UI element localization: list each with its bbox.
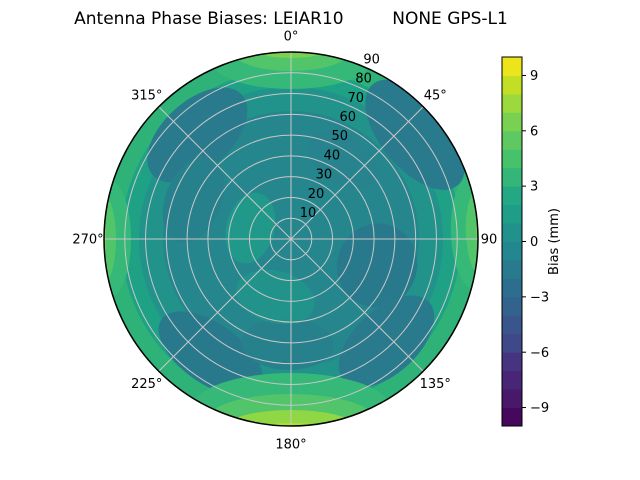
colorbar-band: [502, 241, 522, 261]
colorbar-band: [502, 130, 522, 150]
polar-grid: [104, 52, 478, 426]
chart-title: Antenna Phase Biases: LEIAR10 NONE GPS-L…: [74, 9, 508, 29]
colorbar-band: [502, 296, 522, 316]
radial-tick-label: 20: [308, 187, 325, 202]
colorbar-band: [502, 149, 522, 169]
angular-tick-labels: 0° 45° 90 135° 180° 225° 270° 315°: [72, 30, 497, 453]
colorbar-tick-label: 3: [530, 180, 538, 195]
colorbar-band: [502, 370, 522, 390]
radial-tick-label: 60: [339, 110, 356, 125]
angular-tick-label: 225°: [131, 377, 162, 392]
angular-tick-label: 135°: [420, 377, 451, 392]
colorbar-axis-label: Bias (mm): [547, 208, 562, 275]
colorbar-band: [502, 167, 522, 187]
radial-tick-labels: 10 20 30 40 50 60 70 80 90: [300, 52, 380, 221]
radial-tick-label: 30: [316, 168, 333, 183]
colorbar-tick-label: 0: [530, 235, 538, 250]
colorbar-tick-label: 6: [530, 124, 538, 139]
colorbar-band: [502, 204, 522, 224]
colorbar-band: [502, 259, 522, 279]
angular-tick-label: 315°: [131, 88, 162, 103]
colorbar: 9 6 3 0 −3 −6 −9 Bias (mm): [501, 56, 562, 427]
colorbar-band: [502, 315, 522, 335]
radial-tick-label: 50: [332, 129, 349, 144]
angular-tick-label: 90: [481, 233, 498, 248]
colorbar-band: [502, 112, 522, 132]
radial-tick-label: 10: [300, 206, 317, 221]
colorbar-band: [502, 75, 522, 95]
angular-tick-label: 180°: [275, 438, 306, 453]
radial-tick-label: 80: [355, 72, 372, 87]
colorbar-tick-label: −6: [530, 346, 549, 361]
colorbar-tick-label: 9: [530, 69, 538, 84]
colorbar-band: [502, 278, 522, 298]
angular-tick-label: 270°: [72, 233, 103, 248]
colorbar-band: [502, 223, 522, 242]
radial-tick-label: 70: [347, 91, 364, 106]
radial-tick-label: 90: [363, 52, 380, 67]
radial-tick-label: 40: [324, 148, 341, 163]
colorbar-band: [502, 352, 522, 372]
colorbar-band: [502, 333, 522, 353]
colorbar-band: [502, 186, 522, 206]
colorbar-band: [502, 57, 522, 76]
colorbar-tick-label: −9: [530, 401, 549, 416]
plot-rim: [103, 51, 479, 427]
angular-tick-label: 45°: [424, 88, 447, 103]
colorbar-band: [502, 93, 522, 113]
colorbar-band: [502, 407, 522, 427]
colorbar-band: [502, 389, 522, 409]
colorbar-tick-label: −3: [530, 290, 549, 305]
angular-tick-label: 0°: [284, 30, 299, 45]
